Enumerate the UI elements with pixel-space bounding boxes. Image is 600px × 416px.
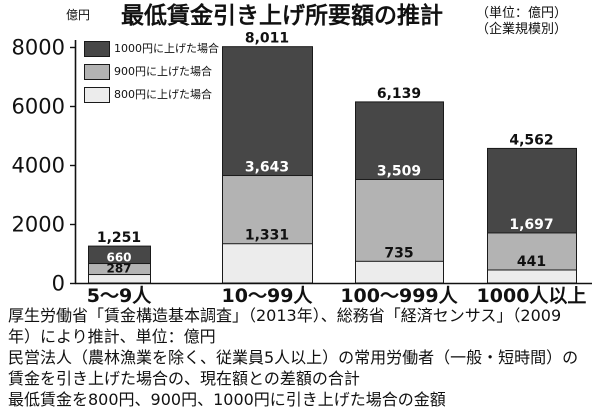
axis-layer [74,40,592,285]
legend-swatch-800yen [84,87,110,103]
data-label-900yen-3: 1,697 [509,217,553,233]
data-label-800yen-2: 735 [384,245,413,261]
legend: 1000円に上げた場合 900円に上げた場合 800円に上げた場合 [84,41,219,110]
legend-item-900yen: 900円に上げた場合 [84,64,219,80]
bar-800yen-3 [487,269,577,284]
data-label-1000yen-1: 8,011 [245,31,289,47]
note-line-definition: 民営法人（農林漁業を除く、従業員5人以上）の常用労働者（一般・短時間）の [8,348,579,367]
scope-note: （企業規模別） [476,22,568,37]
legend-label-900yen: 900円に上げた場合 [114,65,212,78]
legend-swatch-1000yen [84,41,110,57]
y-ticks-layer: 0 2000 4000 6000 8000 [12,36,76,296]
bar-group-2 [355,101,444,284]
data-label-1000yen-2: 6,139 [377,86,421,102]
y-tick-label-2: 4000 [12,154,65,178]
bar-group-1 [222,46,313,284]
legend-label-1000yen: 1000円に上げた場合 [114,42,219,55]
note-line-source-cont: 年）により推計、単位：億円 [8,327,216,346]
data-label-800yen-3: 441 [517,254,546,270]
category-label-1: 10〜99人 [222,285,314,307]
y-axis-unit-label: 億円 [66,8,91,22]
bar-group-0 [88,245,151,284]
bars-layer [88,46,577,284]
note-line-scenarios: 最低賃金を800円、900円、1000円に引き上げた場合の金額 [8,390,446,409]
bar-800yen-0 [88,274,151,284]
category-label-0: 5〜9人 [87,285,152,307]
source-notes: 厚生労働省「賃金構造基本調査」（2013年）、総務省「経済センサス」（2009 … [8,305,598,410]
data-label-900yen-2: 3,509 [377,163,421,179]
y-tick-label-4: 8000 [12,36,65,60]
y-tick-label-1: 2000 [12,213,65,237]
data-label-1000yen-0: 1,251 [97,230,141,246]
note-line-definition-cont: 賃金を引き上げた場合の、現在額との差額の合計 [8,369,360,388]
y-tick-label-3: 6000 [12,95,65,119]
data-label-900yen-1: 3,643 [245,160,289,176]
data-label-800yen-0: 287 [106,262,131,276]
bar-800yen-2 [355,260,444,284]
legend-item-800yen: 800円に上げた場合 [84,87,219,103]
legend-item-1000yen: 1000円に上げた場合 [84,41,219,57]
legend-swatch-900yen [84,64,110,80]
data-label-800yen-1: 1,331 [245,228,289,244]
legend-label-800yen: 800円に上げた場合 [114,88,212,101]
category-label-3: 1000人以上 [477,285,587,307]
chart-title: 最低賃金引き上げ所要額の推計 [121,3,443,29]
category-label-2: 100〜999人 [340,285,458,307]
data-label-1000yen-3: 4,562 [509,132,553,148]
bar-800yen-1 [222,243,313,284]
y-tick-label-0: 0 [52,272,65,296]
note-line-source: 厚生労働省「賃金構造基本調査」（2013年）、総務省「経済センサス」（2009 [8,306,562,325]
data-label-900yen-0: 660 [106,251,131,265]
category-labels-layer: 5〜9人 10〜99人 100〜999人 1000人以上 [87,285,587,307]
unit-note: （単位：億円） [476,6,568,21]
